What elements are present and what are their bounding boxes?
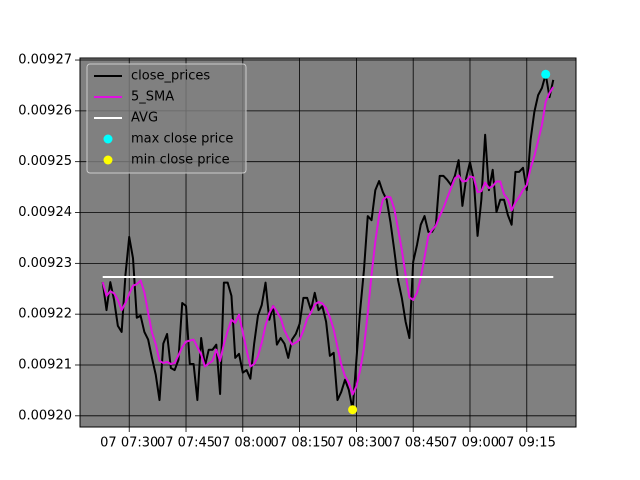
y-tick-label: 0.00923 xyxy=(18,256,72,271)
x-tick-label: 07 07:30 xyxy=(100,436,158,451)
legend-label: max close price xyxy=(131,132,233,147)
y-tick-label: 0.00921 xyxy=(18,357,72,372)
x-tick-label: 07 08:45 xyxy=(384,436,442,451)
line-series xyxy=(101,86,555,396)
x-tick-label: 07 08:00 xyxy=(214,436,272,451)
legend: close_prices 5_SMA AVG max close price min c… xyxy=(86,63,247,174)
y-tick-label: 0.00925 xyxy=(18,154,72,169)
legend-marker xyxy=(103,134,113,144)
plot-frame xyxy=(79,57,577,428)
x-tick-label: 07 07:45 xyxy=(157,436,215,451)
legend-label: close_prices xyxy=(131,69,210,84)
legend-label: min close price xyxy=(131,153,230,168)
y-tick-label: 0.00927 xyxy=(18,53,72,68)
y-tick-label: 0.00926 xyxy=(18,103,72,118)
x-tick-label: 07 09:00 xyxy=(441,436,499,451)
y-tick-label: 0.00924 xyxy=(18,205,72,220)
legend-marker xyxy=(103,155,113,165)
scatter-point xyxy=(348,405,358,415)
y-tick-label: 0.00922 xyxy=(18,307,72,322)
x-tick-label: 07 08:15 xyxy=(271,436,329,451)
scatter-point xyxy=(541,69,551,79)
legend-label: AVG xyxy=(131,111,158,126)
legend-box xyxy=(86,63,247,174)
x-tick-label: 07 08:30 xyxy=(327,436,385,451)
legend-label: 5_SMA xyxy=(131,90,174,105)
line-series xyxy=(101,73,555,411)
y-tick-label: 0.00920 xyxy=(18,408,72,423)
x-tick-label: 07 09:15 xyxy=(498,436,556,451)
